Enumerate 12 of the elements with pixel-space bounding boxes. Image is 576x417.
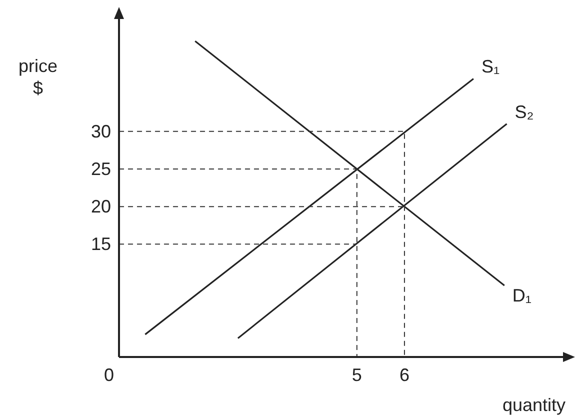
x-tick-label: 0 — [104, 365, 114, 385]
y-tick-label: 30 — [90, 121, 111, 142]
y-tick-label: 15 — [90, 234, 111, 254]
y-axis-title: price $ — [18, 56, 58, 98]
series-label: S₂ — [514, 102, 534, 122]
x-axis-title: quantity — [502, 395, 566, 415]
series-label: D₁ — [512, 286, 532, 306]
series-label: S₁ — [481, 56, 500, 77]
y-tick-label: 25 — [90, 158, 111, 179]
y-tick-label: 20 — [90, 196, 111, 217]
x-tick-label: 6 — [399, 365, 410, 385]
x-tick-label: 5 — [352, 365, 362, 385]
